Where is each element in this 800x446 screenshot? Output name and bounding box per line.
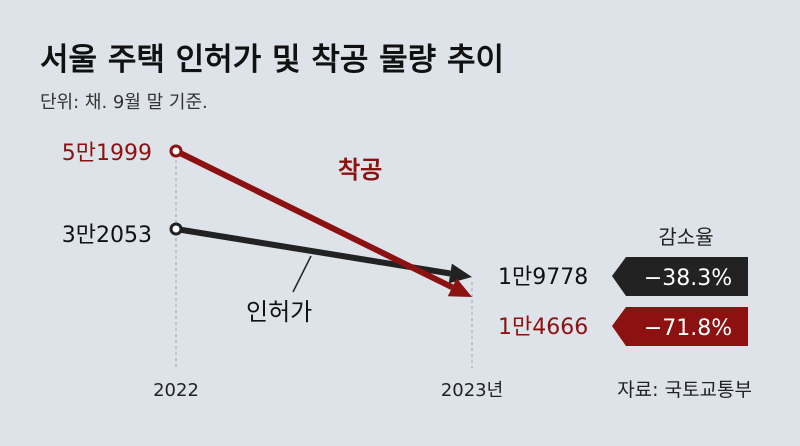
decline-badge-permits-text: −38.3% xyxy=(644,266,732,291)
decline-badge-permits xyxy=(612,257,748,296)
x-tick-label-2022: 2022 xyxy=(153,380,199,401)
data-point-starts-2022 xyxy=(169,144,183,158)
chart-title: 서울 주택 인허가 및 착공 물량 추이 xyxy=(40,42,504,78)
decline-header: 감소율 xyxy=(658,225,713,249)
chart-subtitle: 단위: 채. 9월 말 기준. xyxy=(40,92,208,113)
decline-badge-starts xyxy=(612,307,748,346)
series-label-leader-permits xyxy=(292,255,312,293)
data-label-permits-2022: 3만2053 xyxy=(62,223,152,248)
data-label-permits-2023: 1만9778 xyxy=(498,265,588,290)
series-arrow-starts xyxy=(447,278,472,297)
source-note: 자료: 국토교통부 xyxy=(617,379,752,401)
series-arrow-permits xyxy=(448,263,472,284)
series-label-permits: 인허가 xyxy=(246,298,312,326)
data-label-starts-2022: 5만1999 xyxy=(62,141,152,166)
series-line-starts xyxy=(174,148,454,290)
series-label-starts: 착공 xyxy=(338,156,382,184)
x-tick-label-2023: 2023년 xyxy=(441,380,503,401)
data-label-starts-2023: 1만4666 xyxy=(498,315,588,340)
data-point-permits-2022 xyxy=(169,222,183,236)
decline-badge-starts-text: −71.8% xyxy=(644,316,732,341)
